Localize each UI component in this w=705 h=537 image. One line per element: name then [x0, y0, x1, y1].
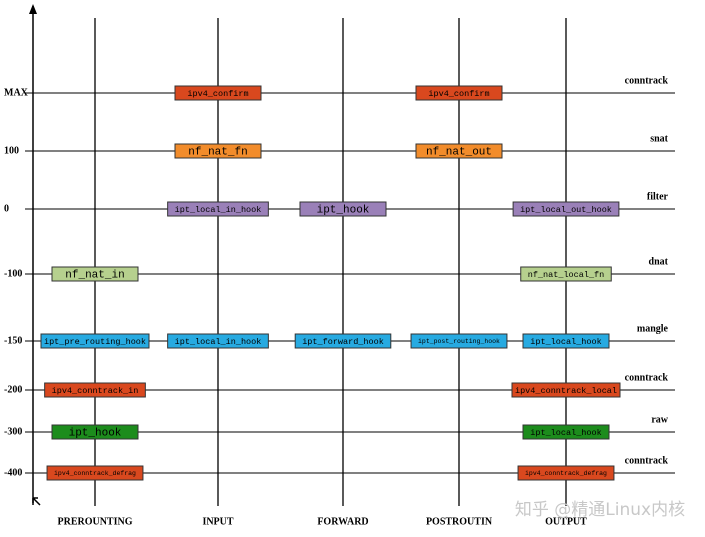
hook-label: ipv4_conntrack_in [52, 386, 139, 396]
table-label: conntrack [625, 75, 669, 86]
hook-box [51, 266, 139, 282]
hook-box [51, 424, 139, 440]
table-label: conntrack [625, 372, 669, 383]
column-label: PREROUNTING [57, 516, 132, 527]
hook-label: ipt_forward_hook [302, 337, 384, 347]
hook-label: ipt_local_in_hook [175, 337, 262, 347]
hook-label: ipt_local_in_hook [175, 205, 262, 215]
priority-label: 0 [4, 203, 9, 214]
hook-box [517, 465, 615, 481]
hook-box [512, 201, 620, 217]
hook-label: nf_nat_out [426, 146, 492, 158]
priority-label: -400 [4, 467, 22, 478]
table-label: dnat [649, 256, 669, 267]
column-label: OUTPUT [545, 516, 587, 527]
hook-box [40, 333, 150, 349]
axis-arrow [29, 4, 37, 14]
hook-label: ipv4_conntrack_defrag [525, 470, 607, 477]
priority-label: MAX [4, 87, 29, 98]
priority-label: -150 [4, 335, 22, 346]
table-label: filter [647, 191, 669, 202]
priority-label: -200 [4, 384, 22, 395]
hook-box [415, 143, 503, 159]
hook-box [44, 382, 146, 398]
hook-label: ipt_hook [317, 204, 370, 216]
priority-label: -300 [4, 426, 22, 437]
hook-box [167, 333, 269, 349]
hook-box [522, 424, 610, 440]
hook-box [167, 201, 269, 217]
hook-box [299, 201, 387, 217]
hook-label: ipt_local_out_hook [520, 205, 612, 215]
table-label: mangle [637, 323, 669, 334]
hook-label: nf_nat_in [65, 269, 124, 281]
hook-label: nf_nat_local_fn [528, 270, 605, 280]
hook-label: nf_nat_fn [188, 146, 247, 158]
hook-box [522, 333, 610, 349]
hook-label: ipv4_confirm [187, 89, 248, 99]
hook-label: ipv4_conntrack_local [515, 386, 617, 396]
axis-origin [32, 497, 41, 506]
column-label: FORWARD [317, 516, 368, 527]
hook-label: ipt_pre_routing_hook [44, 337, 146, 347]
hook-box [174, 85, 262, 101]
priority-label: 100 [4, 145, 19, 156]
hook-label: ipt_local_hook [530, 428, 601, 438]
hook-label: ipt_hook [69, 427, 122, 439]
table-label: conntrack [625, 455, 669, 466]
hook-box [511, 382, 621, 398]
hook-box [174, 143, 262, 159]
column-label: POSTROUTIN [426, 516, 493, 527]
priority-label: -100 [4, 268, 22, 279]
hook-label: ipt_post_routing_hook [418, 338, 500, 345]
hook-box [294, 333, 392, 349]
hook-label: ipv4_conntrack_defrag [54, 470, 136, 477]
hook-label: ipt_local_hook [530, 337, 601, 347]
table-label: raw [651, 414, 668, 425]
hook-label: ipv4_confirm [428, 89, 489, 99]
hook-box [415, 85, 503, 101]
watermark: 知乎 @精通Linux内核 [515, 500, 685, 520]
table-label: snat [650, 133, 668, 144]
hook-box [410, 333, 508, 349]
hook-box [520, 266, 612, 282]
column-label: INPUT [202, 516, 233, 527]
hook-box [46, 465, 144, 481]
